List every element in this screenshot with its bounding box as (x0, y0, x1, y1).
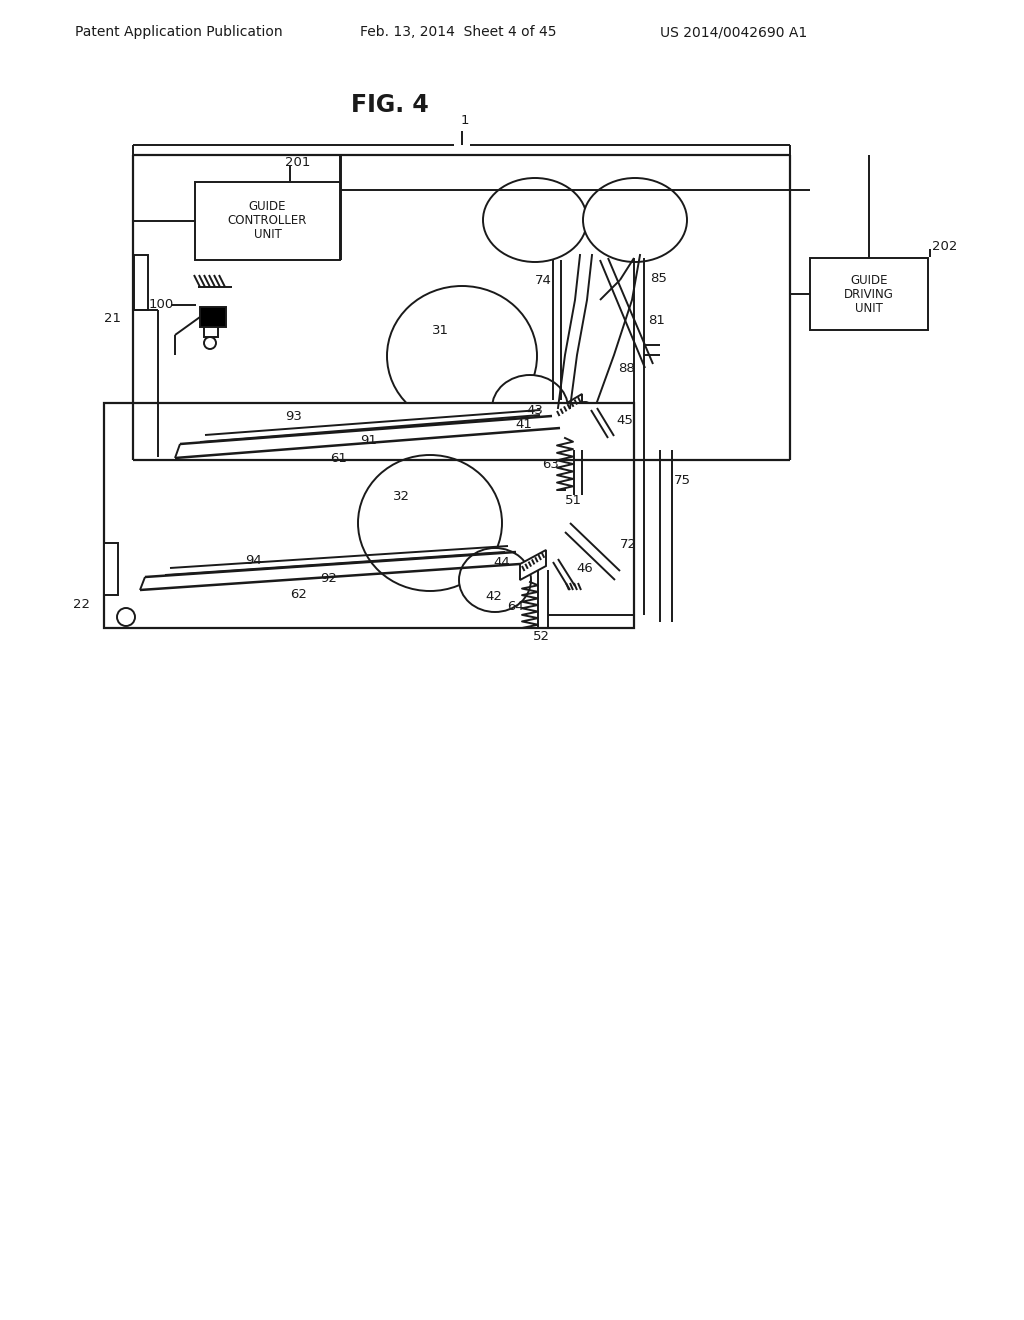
Ellipse shape (577, 403, 593, 418)
Text: 85: 85 (650, 272, 667, 285)
Text: US 2014/0042690 A1: US 2014/0042690 A1 (660, 25, 807, 40)
Text: 45: 45 (616, 413, 633, 426)
Ellipse shape (583, 178, 687, 261)
Text: 22: 22 (73, 598, 90, 610)
Text: 51: 51 (565, 494, 582, 507)
Text: Patent Application Publication: Patent Application Publication (75, 25, 283, 40)
Text: 32: 32 (393, 491, 410, 503)
Text: 93: 93 (285, 411, 302, 424)
Bar (195, 182, 340, 260)
Text: 62: 62 (290, 587, 307, 601)
Text: 201: 201 (286, 156, 311, 169)
Bar (810, 257, 928, 330)
Text: 91: 91 (360, 433, 377, 446)
Text: FIG. 4: FIG. 4 (351, 92, 429, 117)
Bar (200, 308, 226, 327)
Text: 63: 63 (542, 458, 559, 470)
Ellipse shape (204, 337, 216, 348)
Ellipse shape (483, 178, 587, 261)
Polygon shape (593, 404, 628, 459)
Text: 81: 81 (648, 314, 665, 326)
Text: 52: 52 (534, 631, 550, 644)
Text: 44: 44 (494, 556, 510, 569)
Text: 100: 100 (150, 298, 174, 312)
Polygon shape (520, 550, 546, 579)
Ellipse shape (151, 445, 169, 463)
Ellipse shape (459, 548, 531, 612)
Bar (104, 543, 118, 595)
Text: 88: 88 (618, 362, 635, 375)
Text: 41: 41 (515, 418, 531, 432)
Text: 1: 1 (460, 115, 469, 128)
Bar (560, 405, 588, 459)
Text: GUIDE: GUIDE (249, 201, 287, 214)
Text: UNIT: UNIT (254, 228, 282, 242)
Text: 74: 74 (535, 273, 552, 286)
Text: 202: 202 (932, 239, 957, 252)
Text: 21: 21 (104, 312, 121, 325)
Polygon shape (555, 393, 582, 428)
Bar (204, 327, 218, 337)
Text: Feb. 13, 2014  Sheet 4 of 45: Feb. 13, 2014 Sheet 4 of 45 (360, 25, 556, 40)
Text: 94: 94 (245, 553, 262, 566)
Ellipse shape (117, 609, 135, 626)
Text: 46: 46 (575, 561, 593, 574)
Bar (104, 403, 634, 628)
Bar (134, 255, 148, 310)
Text: 42: 42 (485, 590, 502, 603)
Text: 92: 92 (319, 572, 337, 585)
Text: 72: 72 (620, 537, 637, 550)
Ellipse shape (492, 375, 568, 441)
Text: UNIT: UNIT (855, 301, 883, 314)
Text: DRIVING: DRIVING (844, 288, 894, 301)
Text: CONTROLLER: CONTROLLER (227, 214, 307, 227)
Text: 64: 64 (507, 599, 523, 612)
Text: 75: 75 (674, 474, 691, 487)
Text: 43: 43 (526, 404, 543, 417)
Text: 61: 61 (330, 451, 347, 465)
Ellipse shape (387, 286, 537, 426)
Text: 31: 31 (432, 323, 449, 337)
Ellipse shape (358, 455, 502, 591)
Text: GUIDE: GUIDE (850, 273, 888, 286)
